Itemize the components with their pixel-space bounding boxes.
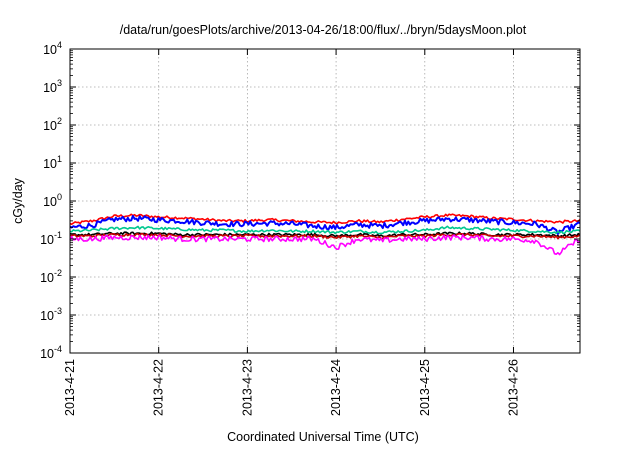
ticks: 10-4 10-3 10-2 10-1 100 101 102 103 104 2013-4-21… <box>40 40 580 416</box>
series-line-1 <box>69 213 581 225</box>
y-tick-label: 10-4 <box>40 344 62 361</box>
x-tick-label: 2013-4-26 <box>506 359 520 416</box>
x-tick-label: 2013-4-24 <box>329 359 343 416</box>
x-tick-label: 2013-4-21 <box>63 359 77 416</box>
series-line-6 <box>69 234 581 256</box>
y-tick-label: 100 <box>43 192 62 209</box>
y-tick-label: 10-1 <box>40 230 62 247</box>
y-tick-label: 104 <box>43 40 62 57</box>
y-tick-label: 10-3 <box>40 306 62 323</box>
y-tick-label: 10-2 <box>40 268 62 285</box>
grid <box>70 49 580 353</box>
y-tick-label: 103 <box>43 78 62 95</box>
series-line-3 <box>69 225 581 235</box>
x-tick-label: 2013-4-25 <box>418 359 432 416</box>
x-axis-label: Coordinated Universal Time (UTC) <box>227 430 419 444</box>
chart-title: /data/run/goesPlots/archive/2013-04-26/1… <box>120 23 527 37</box>
x-tick-label: 2013-4-22 <box>152 359 166 416</box>
series-line-2 <box>69 214 581 235</box>
series-layer <box>69 213 581 256</box>
y-tick-label: 101 <box>43 154 62 171</box>
series-line-5 <box>69 232 581 240</box>
y-tick-label: 102 <box>43 116 62 133</box>
x-tick-label: 2013-4-23 <box>240 359 254 416</box>
y-axis-label: cGy/day <box>11 177 25 224</box>
